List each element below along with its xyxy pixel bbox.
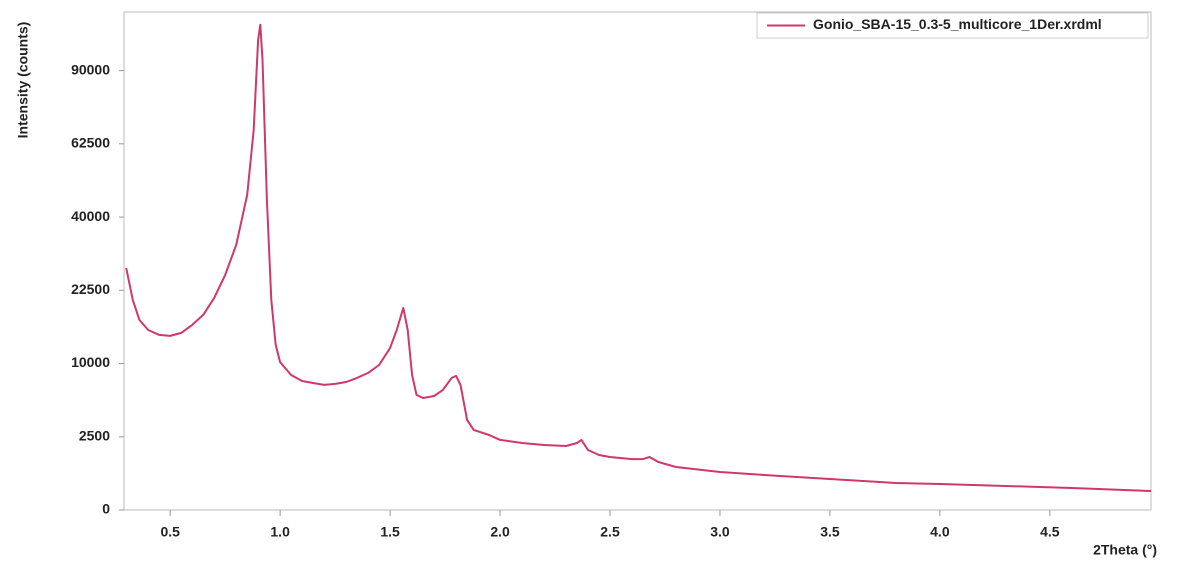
plot-frame bbox=[123, 11, 1152, 511]
x-tick-label: 3.5 bbox=[820, 524, 840, 540]
y-tick-label: 62500 bbox=[71, 135, 110, 151]
x-tick-label: 0.5 bbox=[160, 524, 180, 540]
y-tick-label: 22500 bbox=[71, 281, 110, 297]
x-tick-label: 1.5 bbox=[380, 524, 400, 540]
data-line bbox=[125, 23, 1152, 492]
x-tick-label: 4.5 bbox=[1040, 524, 1060, 540]
y-tick-label: 0 bbox=[102, 501, 110, 517]
y-axis-label: Intensity (counts) bbox=[15, 22, 31, 139]
y-tick-label: 2500 bbox=[79, 427, 110, 443]
x-tick-label: 4.0 bbox=[930, 524, 950, 540]
x-tick-label: 1.0 bbox=[270, 524, 290, 540]
x-tick-label: 2.5 bbox=[600, 524, 620, 540]
y-tick-label: 40000 bbox=[71, 208, 110, 224]
legend-label: Gonio_SBA-15_0.3-5_multicore_1Der.xrdml bbox=[813, 16, 1102, 32]
x-tick-label: 2.0 bbox=[490, 524, 510, 540]
y-tick-label: 10000 bbox=[71, 354, 110, 370]
x-tick-label: 3.0 bbox=[710, 524, 730, 540]
legend-box bbox=[756, 12, 1149, 39]
x-axis-label: 2Theta (°) bbox=[1093, 542, 1157, 558]
y-tick-label: 90000 bbox=[71, 61, 110, 77]
